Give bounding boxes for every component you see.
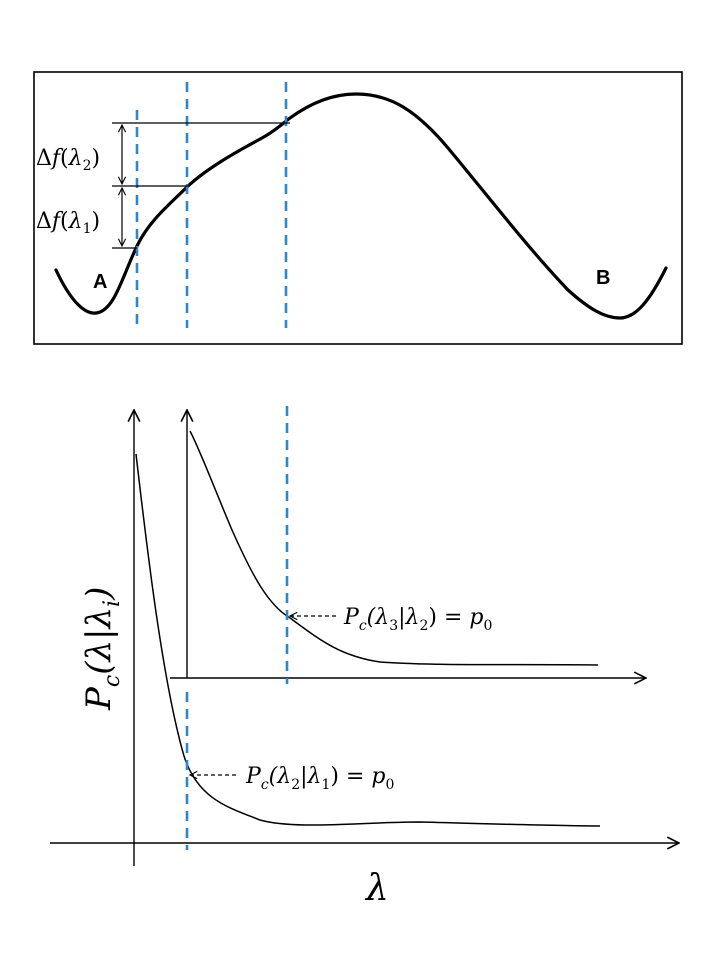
- top-panel-frame: [33, 71, 683, 345]
- y-axis-label: Pc(λ|λi): [79, 587, 125, 711]
- point-a-label: A: [93, 271, 107, 293]
- annotation-lower: Pc(λ2|λ1) = p0: [245, 764, 394, 793]
- landscape-curve: [54, 92, 668, 320]
- delta-f-lambda1-label: Δf(λ1): [36, 209, 100, 237]
- point-b-label: B: [596, 267, 610, 289]
- decay-curve-lower: [135, 453, 601, 827]
- delta-f-lambda2-label: Δf(λ2): [36, 146, 100, 174]
- top-panel: Δf(λ2) Δf(λ1) A B: [33, 71, 683, 345]
- x-axis-label: λ: [364, 868, 389, 909]
- decay-curve-upper: [189, 430, 599, 666]
- bottom-panel: Pc(λ3|λ2) = p0 Pc(λ2|λ1) = p0 Pc(λ|λi) λ: [50, 406, 679, 909]
- annotation-upper: Pc(λ3|λ2) = p0: [343, 605, 492, 634]
